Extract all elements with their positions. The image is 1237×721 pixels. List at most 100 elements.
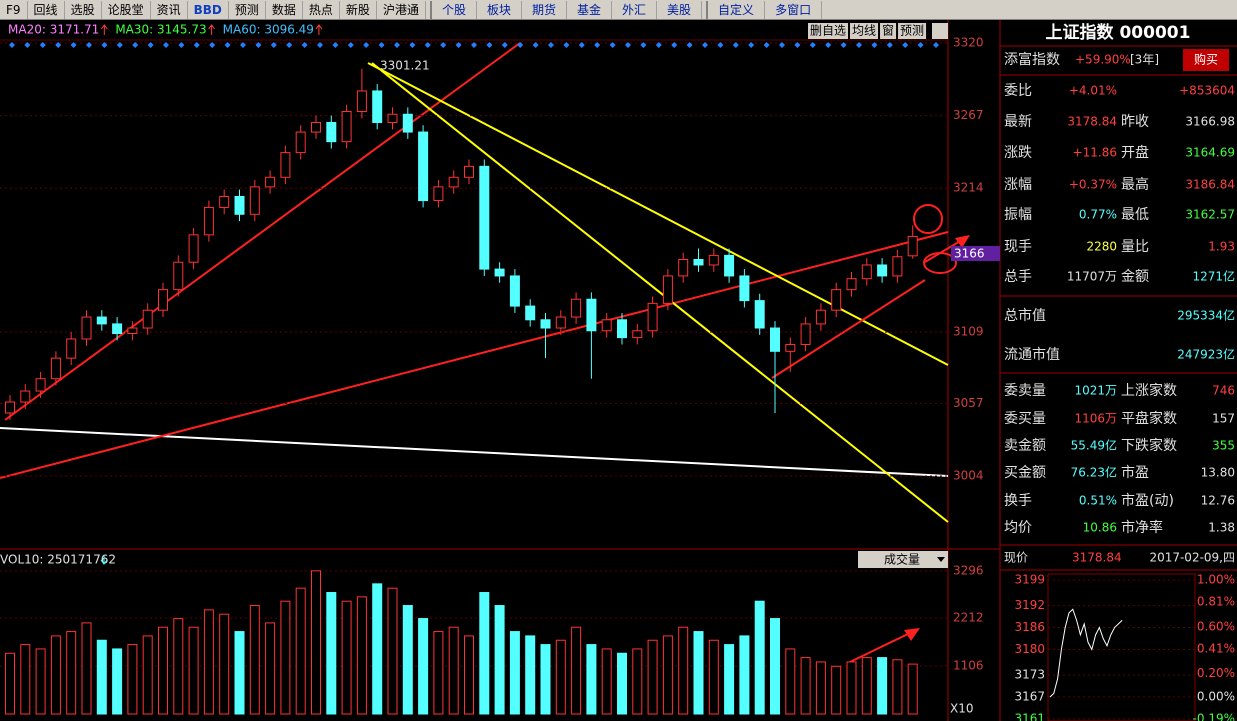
candle-body <box>249 186 260 215</box>
label: 添富指数 <box>1004 51 1060 68</box>
toolbar-button[interactable]: 板块 <box>477 0 522 19</box>
candle-body <box>173 261 184 291</box>
chart-button[interactable]: 均线 <box>852 24 876 38</box>
quote-label: 平盘家数 <box>1121 410 1177 427</box>
volume-bar <box>571 626 582 715</box>
volume-unit: X10 <box>950 702 974 716</box>
peak-label: 3301.21 <box>380 59 430 73</box>
candle-body <box>127 327 138 334</box>
toolbar-button[interactable]: 基金 <box>567 0 613 19</box>
toolbar-button[interactable]: 期货 <box>522 0 567 19</box>
volume-bar <box>433 631 444 715</box>
buy-button-text[interactable]: 购买 <box>1194 52 1218 67</box>
quote-value: 1271亿 <box>1192 269 1235 284</box>
quote-value: 157 <box>1212 412 1235 426</box>
toolbar-button[interactable]: 选股 <box>65 0 102 19</box>
quote-label: 涨跌 <box>1004 145 1032 161</box>
volume-bar <box>203 609 214 715</box>
signal-diamond <box>471 42 477 48</box>
toolbar-button[interactable]: 数据 <box>266 0 303 19</box>
toolbar-button[interactable]: 外汇 <box>612 0 658 19</box>
quote-label: 现手 <box>1004 239 1032 255</box>
trendline <box>771 279 926 379</box>
y-tick-label: 3320 <box>953 36 984 50</box>
toolbar-button[interactable]: 新股 <box>340 0 377 19</box>
volume-bar <box>662 635 673 715</box>
y-tick-label: 3186 <box>1014 620 1045 634</box>
signal-diamond <box>363 42 370 48</box>
toolbar-button[interactable]: 自定义 <box>708 0 766 19</box>
candle-body <box>846 278 857 291</box>
volume-bar <box>861 657 872 715</box>
chart-button-bg <box>808 23 849 39</box>
candle-body <box>892 256 903 277</box>
toolbar-button[interactable]: 沪港通 <box>377 0 426 19</box>
quote-label: 买金额 <box>1004 465 1046 481</box>
volume-bar <box>800 657 811 715</box>
toolbar-button[interactable]: 论股堂 <box>102 0 151 19</box>
candle-body <box>754 300 765 329</box>
candle-body <box>724 254 735 277</box>
toolbar-button[interactable]: BBD <box>188 0 229 19</box>
quote-label: 流通市值 <box>1004 346 1060 363</box>
toolbar-button[interactable]: 热点 <box>303 0 340 19</box>
volume-bar <box>372 583 383 715</box>
value: 3178.84 <box>1072 551 1122 565</box>
selector[interactable] <box>858 551 948 568</box>
toolbar-button[interactable]: 美股 <box>657 0 703 19</box>
quote-label: 市盈 <box>1121 464 1149 481</box>
buy-button[interactable] <box>1183 49 1229 71</box>
y-tick-label: 3199 <box>1014 573 1045 587</box>
volume-bar <box>81 622 92 715</box>
signal-diamond <box>794 42 801 48</box>
y-tick-label: 3161 <box>1014 711 1045 721</box>
volume-bar <box>907 663 918 715</box>
volume-bar <box>892 659 903 715</box>
candle-body <box>601 319 612 332</box>
volume-bar <box>617 652 627 715</box>
toolbar-button[interactable]: 回线 <box>28 0 65 19</box>
selector-text[interactable]: 成交量 <box>884 552 920 567</box>
candle-body <box>265 176 276 188</box>
quote-value: +4.01% <box>1069 84 1117 98</box>
toolbar-button[interactable]: 资讯 <box>151 0 188 19</box>
signal-diamond <box>116 42 123 48</box>
candle-body <box>708 254 719 266</box>
volume-bar <box>815 661 826 715</box>
candle-body <box>448 176 459 188</box>
signal-diamond <box>378 42 385 48</box>
quote-value: +0.37% <box>1069 178 1117 192</box>
y-tick-label: 3267 <box>953 108 984 122</box>
signal-diamond <box>486 42 493 48</box>
candle-body <box>372 90 383 123</box>
chart-button[interactable]: 预测 <box>900 24 924 38</box>
candle-body <box>433 186 444 202</box>
candle-body <box>617 319 627 339</box>
intraday-line <box>1049 608 1123 698</box>
candle-body <box>203 206 214 236</box>
toolbar-button[interactable]: 预测 <box>229 0 266 19</box>
trendline <box>371 62 949 523</box>
toolbar-button[interactable]: 个股 <box>432 0 477 19</box>
signal-diamond <box>24 42 31 48</box>
volume-bar <box>173 618 184 715</box>
candle-body <box>647 302 658 332</box>
toolbar-button[interactable]: F9 <box>0 0 28 19</box>
toolbar-button[interactable]: 多窗口 <box>765 0 823 19</box>
chart-button[interactable]: 删自选 <box>810 24 846 38</box>
volume-bar <box>127 644 138 715</box>
candle-body <box>800 323 811 345</box>
quote-label: 振幅 <box>1004 207 1032 223</box>
chart-button-bg <box>898 23 927 39</box>
volume-bar <box>586 644 597 715</box>
chart-button[interactable]: 窗 <box>882 24 894 38</box>
quote-value: 1021万 <box>1074 384 1117 398</box>
signal-diamond <box>563 42 570 48</box>
quote-title: 上证指数 000001 <box>1046 22 1191 43</box>
volume-bar <box>280 600 291 715</box>
signal-diamond <box>409 42 416 48</box>
signal-diamond <box>132 42 139 48</box>
volume-bar <box>188 626 199 715</box>
signal-diamond <box>578 42 585 48</box>
